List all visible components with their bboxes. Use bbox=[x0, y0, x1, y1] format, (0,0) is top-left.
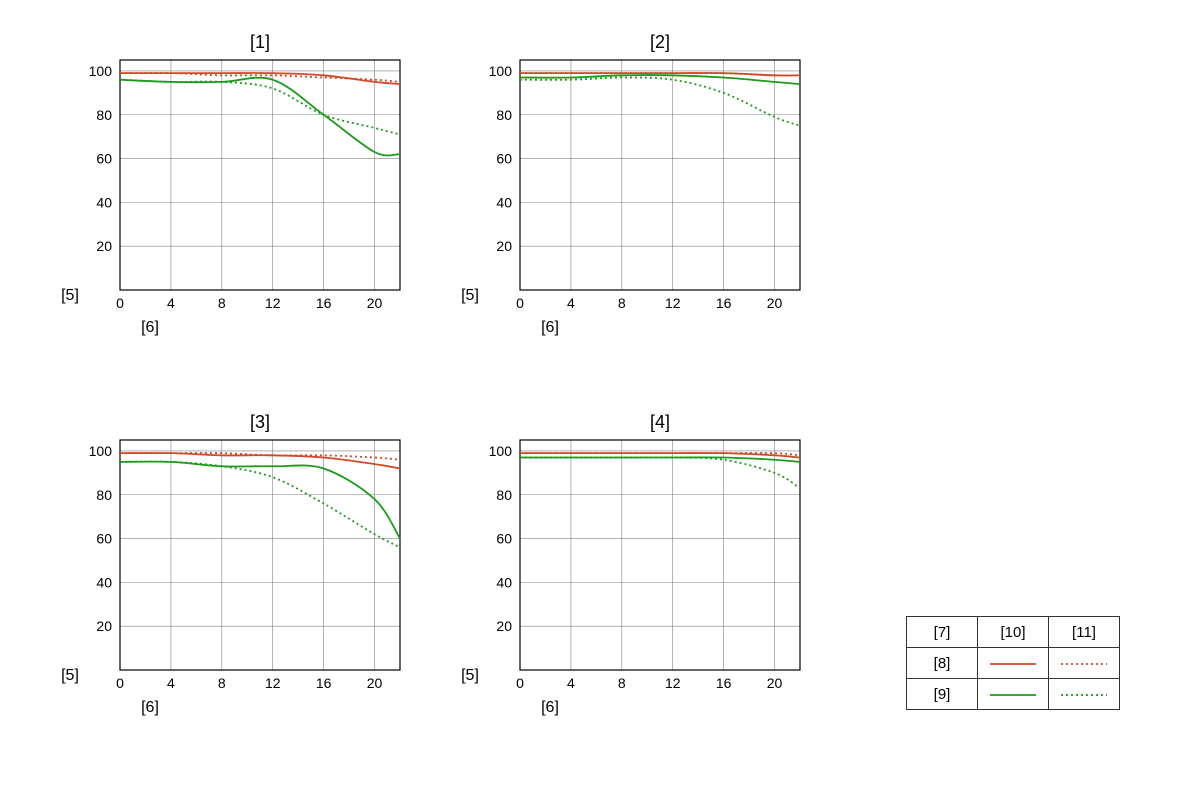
svg-text:0: 0 bbox=[116, 295, 124, 311]
svg-text:40: 40 bbox=[96, 194, 112, 210]
svg-text:60: 60 bbox=[496, 531, 512, 547]
panel-1: [1] 0 4 8 12 16 20 20 40 60 80 100 [6] [5] bbox=[20, 20, 420, 370]
svg-text:80: 80 bbox=[496, 487, 512, 503]
svg-text:[6]: [6] bbox=[541, 699, 559, 716]
svg-text:12: 12 bbox=[665, 675, 681, 691]
svg-text:8: 8 bbox=[218, 675, 226, 691]
svg-text:60: 60 bbox=[96, 531, 112, 547]
svg-text:8: 8 bbox=[618, 675, 626, 691]
svg-text:[5]: [5] bbox=[461, 287, 479, 304]
svg-text:16: 16 bbox=[316, 295, 332, 311]
svg-text:12: 12 bbox=[665, 295, 681, 311]
svg-text:0: 0 bbox=[116, 675, 124, 691]
svg-text:40: 40 bbox=[496, 574, 512, 590]
svg-text:[1]: [1] bbox=[250, 32, 270, 52]
panel-3: [3] 0 4 8 12 16 20 20 40 60 80 100 [6] [5] bbox=[20, 400, 420, 750]
svg-text:20: 20 bbox=[96, 618, 112, 634]
svg-text:60: 60 bbox=[496, 151, 512, 167]
svg-text:4: 4 bbox=[567, 295, 575, 311]
svg-text:80: 80 bbox=[96, 487, 112, 503]
svg-text:40: 40 bbox=[496, 194, 512, 210]
svg-text:[6]: [6] bbox=[141, 319, 159, 336]
legend-row2-label: [9] bbox=[907, 679, 978, 710]
svg-text:12: 12 bbox=[265, 675, 281, 691]
svg-text:100: 100 bbox=[489, 443, 513, 459]
svg-text:[2]: [2] bbox=[650, 32, 670, 52]
legend: [7] [10] [11] [8] [9] bbox=[820, 400, 1140, 750]
svg-text:80: 80 bbox=[496, 107, 512, 123]
svg-text:100: 100 bbox=[89, 443, 113, 459]
svg-text:8: 8 bbox=[218, 295, 226, 311]
panel-2: [2] 0 4 8 12 16 20 20 40 60 80 100 [6] [5] bbox=[420, 20, 820, 370]
svg-text:20: 20 bbox=[96, 238, 112, 254]
svg-text:16: 16 bbox=[716, 295, 732, 311]
svg-text:20: 20 bbox=[767, 295, 783, 311]
svg-text:100: 100 bbox=[89, 63, 113, 79]
legend-header-2: [11] bbox=[1049, 617, 1120, 648]
legend-table: [7] [10] [11] [8] [9] bbox=[906, 616, 1120, 710]
legend-header-1: [10] bbox=[978, 617, 1049, 648]
legend-header-0: [7] bbox=[907, 617, 978, 648]
svg-text:4: 4 bbox=[167, 295, 175, 311]
svg-text:[5]: [5] bbox=[61, 667, 79, 684]
svg-text:16: 16 bbox=[316, 675, 332, 691]
svg-text:20: 20 bbox=[367, 295, 383, 311]
svg-text:100: 100 bbox=[489, 63, 513, 79]
svg-text:4: 4 bbox=[167, 675, 175, 691]
svg-text:[6]: [6] bbox=[541, 319, 559, 336]
svg-text:[5]: [5] bbox=[61, 287, 79, 304]
svg-text:20: 20 bbox=[367, 675, 383, 691]
legend-row1-dotted bbox=[1049, 648, 1120, 679]
legend-row2-dotted bbox=[1049, 679, 1120, 710]
svg-text:0: 0 bbox=[516, 675, 524, 691]
legend-row1-solid bbox=[978, 648, 1049, 679]
svg-text:[4]: [4] bbox=[650, 412, 670, 432]
chart-grid: [1]04812162020406080100[6][5] [2]0481216… bbox=[20, 20, 1180, 750]
svg-text:20: 20 bbox=[496, 618, 512, 634]
svg-text:8: 8 bbox=[618, 295, 626, 311]
svg-text:[6]: [6] bbox=[141, 699, 159, 716]
legend-row2-solid bbox=[978, 679, 1049, 710]
svg-text:80: 80 bbox=[96, 107, 112, 123]
svg-text:[5]: [5] bbox=[461, 667, 479, 684]
svg-text:4: 4 bbox=[567, 675, 575, 691]
svg-text:40: 40 bbox=[96, 574, 112, 590]
svg-text:0: 0 bbox=[516, 295, 524, 311]
svg-text:16: 16 bbox=[716, 675, 732, 691]
svg-text:[3]: [3] bbox=[250, 412, 270, 432]
legend-row1-label: [8] bbox=[907, 648, 978, 679]
svg-text:20: 20 bbox=[496, 238, 512, 254]
svg-text:12: 12 bbox=[265, 295, 281, 311]
panel-4: [4] 0 4 8 12 16 20 20 40 60 80 100 [6] [5] bbox=[420, 400, 820, 750]
svg-text:20: 20 bbox=[767, 675, 783, 691]
svg-text:60: 60 bbox=[96, 151, 112, 167]
